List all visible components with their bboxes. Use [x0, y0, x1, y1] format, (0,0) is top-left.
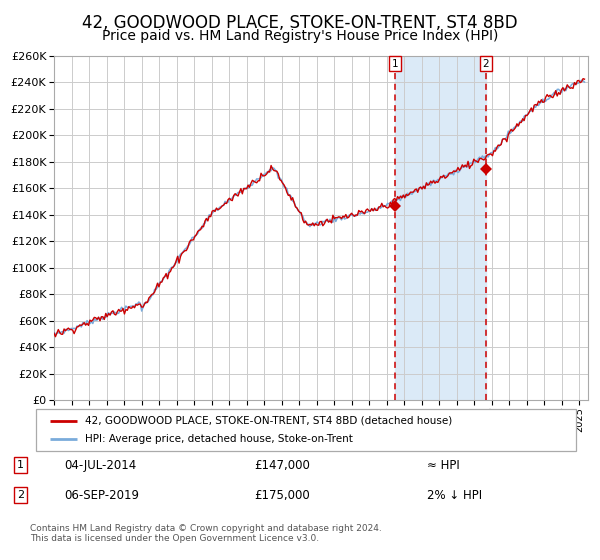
Text: 04-JUL-2014: 04-JUL-2014	[64, 459, 136, 472]
FancyBboxPatch shape	[36, 409, 576, 451]
Text: HPI: Average price, detached house, Stoke-on-Trent: HPI: Average price, detached house, Stok…	[85, 435, 352, 445]
Text: 2: 2	[482, 59, 489, 69]
Text: 1: 1	[17, 460, 24, 470]
Text: 06-SEP-2019: 06-SEP-2019	[64, 488, 139, 502]
Text: £175,000: £175,000	[254, 488, 310, 502]
Text: £147,000: £147,000	[254, 459, 310, 472]
Text: 2: 2	[17, 490, 24, 500]
Bar	[395, 56, 486, 400]
Text: 42, GOODWOOD PLACE, STOKE-ON-TRENT, ST4 8BD: 42, GOODWOOD PLACE, STOKE-ON-TRENT, ST4 …	[82, 14, 518, 32]
Text: ≈ HPI: ≈ HPI	[427, 459, 460, 472]
Text: Price paid vs. HM Land Registry's House Price Index (HPI): Price paid vs. HM Land Registry's House …	[102, 29, 498, 43]
Text: Contains HM Land Registry data © Crown copyright and database right 2024.
This d: Contains HM Land Registry data © Crown c…	[30, 524, 382, 543]
Text: 2% ↓ HPI: 2% ↓ HPI	[427, 488, 482, 502]
Text: 42, GOODWOOD PLACE, STOKE-ON-TRENT, ST4 8BD (detached house): 42, GOODWOOD PLACE, STOKE-ON-TRENT, ST4 …	[85, 416, 452, 426]
Text: 1: 1	[392, 59, 399, 69]
